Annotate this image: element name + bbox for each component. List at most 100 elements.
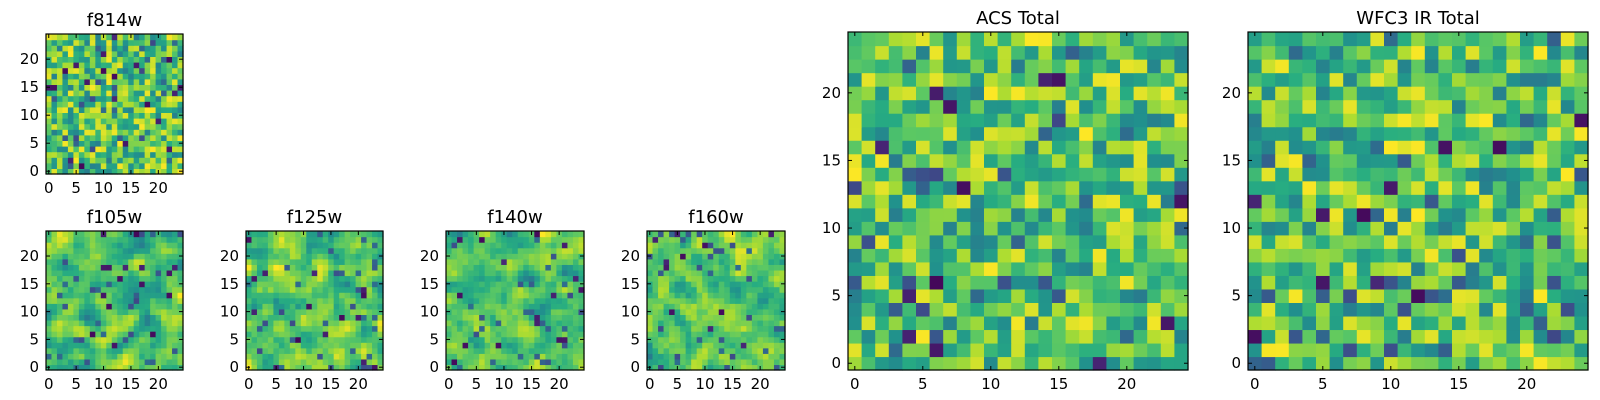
heatmap-cell bbox=[707, 286, 714, 293]
heatmap-cell bbox=[1261, 86, 1276, 101]
heatmap-cell bbox=[1106, 275, 1121, 290]
heatmap-cell bbox=[462, 336, 469, 343]
heatmap-cell bbox=[311, 286, 318, 293]
heatmap-cell bbox=[95, 106, 102, 113]
x-tick-label: 15 bbox=[522, 375, 541, 393]
heatmap-cell bbox=[100, 56, 107, 63]
heatmap-cell bbox=[1160, 126, 1175, 141]
heatmap-cell bbox=[663, 247, 670, 254]
heatmap-cell bbox=[51, 112, 58, 119]
heatmap-cell bbox=[106, 56, 113, 63]
heatmap-cell bbox=[751, 269, 758, 277]
heatmap-cell bbox=[779, 319, 786, 327]
heatmap-cell bbox=[1479, 221, 1494, 236]
heatmap-cell bbox=[1120, 167, 1135, 182]
heatmap-cell bbox=[1288, 72, 1303, 87]
heatmap-cell bbox=[161, 247, 168, 254]
heatmap-cell bbox=[479, 269, 486, 277]
heatmap-cell bbox=[256, 314, 264, 321]
heatmap-cell bbox=[523, 303, 530, 310]
heatmap-cell bbox=[658, 264, 665, 271]
heatmap-cell bbox=[567, 358, 574, 366]
heatmap-cell bbox=[724, 236, 731, 243]
heatmap-cell bbox=[572, 264, 580, 271]
heatmap-cell bbox=[490, 347, 497, 354]
heatmap-cell bbox=[1011, 126, 1026, 141]
heatmap-cell bbox=[122, 253, 129, 260]
heatmap-cell bbox=[479, 247, 486, 254]
heatmap-cell bbox=[997, 126, 1012, 141]
heatmap-cell bbox=[457, 231, 464, 238]
heatmap-cell bbox=[663, 347, 670, 354]
heatmap-cell bbox=[462, 286, 469, 293]
heatmap-cell bbox=[1397, 302, 1412, 317]
heatmap-cell bbox=[51, 258, 58, 265]
heatmap-cell bbox=[306, 236, 313, 243]
heatmap-cell bbox=[902, 194, 917, 209]
heatmap-cell bbox=[172, 78, 179, 85]
heatmap-cell bbox=[111, 264, 118, 271]
heatmap-cell bbox=[550, 297, 557, 304]
heatmap-cell bbox=[306, 347, 313, 354]
heatmap-cell bbox=[256, 231, 264, 238]
heatmap-cell bbox=[1465, 342, 1480, 358]
heatmap-cell bbox=[1160, 342, 1175, 358]
heatmap-cell bbox=[746, 331, 753, 338]
heatmap-cell bbox=[128, 118, 135, 125]
heatmap-cell bbox=[95, 347, 102, 354]
heatmap-cell bbox=[561, 275, 569, 282]
heatmap-cell bbox=[150, 336, 157, 343]
heatmap-cell bbox=[561, 353, 569, 360]
heatmap-cell bbox=[528, 264, 535, 271]
heatmap-cell bbox=[1533, 99, 1548, 114]
heatmap-cell bbox=[95, 140, 102, 147]
heatmap-cell bbox=[78, 297, 85, 304]
heatmap-cell bbox=[1520, 342, 1535, 358]
heatmap-cell bbox=[111, 308, 118, 315]
heatmap-cell bbox=[528, 319, 535, 327]
heatmap-cell bbox=[89, 73, 96, 80]
heatmap-cell bbox=[1492, 248, 1507, 263]
heatmap-cell bbox=[490, 331, 497, 338]
heatmap-cell bbox=[317, 308, 324, 315]
heatmap-cell bbox=[674, 264, 681, 271]
axes-frame bbox=[45, 230, 184, 371]
heatmap-cell bbox=[144, 342, 151, 349]
heatmap-cell bbox=[172, 101, 179, 108]
heatmap-cell bbox=[970, 99, 985, 114]
heatmap-cell bbox=[1079, 275, 1094, 290]
heatmap-cell bbox=[1438, 342, 1453, 358]
heatmap-cell bbox=[117, 45, 124, 52]
heatmap-cell bbox=[572, 236, 580, 243]
heatmap-cell bbox=[685, 275, 692, 282]
heatmap-cell bbox=[567, 281, 574, 288]
heatmap-cell bbox=[344, 297, 351, 304]
heatmap-cell bbox=[155, 264, 162, 271]
heatmap-cell bbox=[177, 134, 184, 141]
heatmap-cell bbox=[713, 319, 720, 327]
heatmap-cell bbox=[556, 342, 563, 349]
heatmap-cell bbox=[350, 319, 357, 327]
heatmap-cell bbox=[495, 269, 502, 277]
heatmap-cell bbox=[550, 247, 557, 254]
heatmap-cell bbox=[78, 162, 85, 169]
heatmap-cell bbox=[317, 281, 324, 288]
heatmap-cell bbox=[172, 275, 179, 282]
heatmap-cell bbox=[256, 303, 264, 310]
heatmap-cell bbox=[56, 247, 64, 254]
heatmap-cell bbox=[122, 134, 129, 141]
heatmap-cell bbox=[1424, 356, 1439, 371]
heatmap-cell bbox=[468, 247, 475, 254]
heatmap-cell bbox=[95, 331, 102, 338]
heatmap-cell bbox=[1174, 72, 1189, 87]
heatmap-cell bbox=[539, 281, 546, 288]
heatmap-cell bbox=[1343, 153, 1358, 168]
heatmap-cell bbox=[718, 358, 725, 366]
heatmap-cell bbox=[446, 264, 453, 271]
heatmap-cell bbox=[150, 118, 157, 125]
heatmap-cell bbox=[970, 302, 985, 317]
heatmap-cell bbox=[724, 269, 731, 277]
heatmap-cell bbox=[73, 56, 80, 63]
heatmap-cell bbox=[150, 325, 157, 332]
heatmap-cell bbox=[1356, 140, 1371, 155]
